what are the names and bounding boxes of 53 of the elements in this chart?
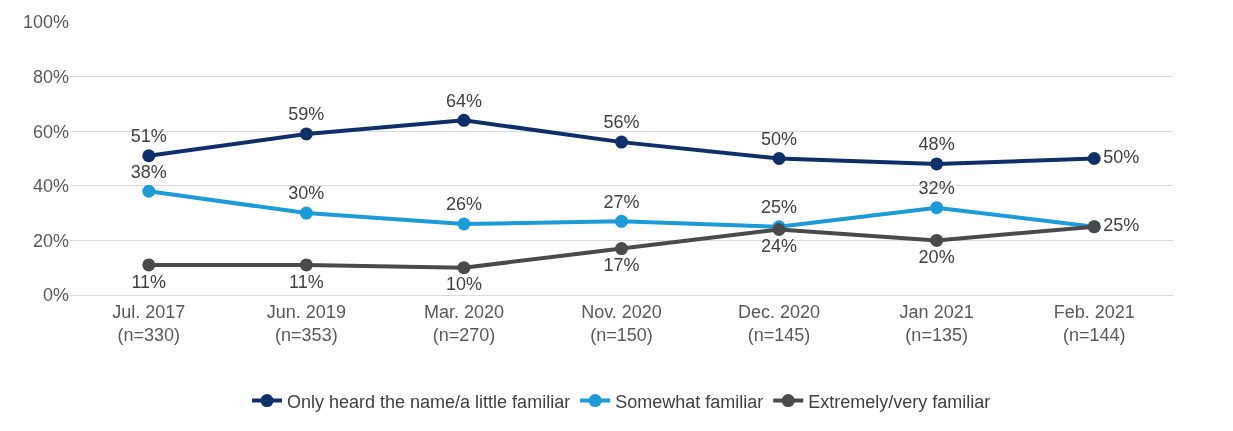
point	[930, 233, 944, 247]
y-tick-label: 40%	[32, 176, 69, 197]
y-tick-label: 100%	[22, 12, 69, 33]
y-tick-label: 0%	[42, 285, 69, 306]
data-label: 32%	[918, 178, 955, 199]
data-label: 25%	[761, 197, 798, 218]
x-tick-label: Jun. 2019 (n=353)	[266, 301, 346, 345]
point	[142, 184, 156, 198]
point	[299, 258, 313, 272]
data-label: 20%	[918, 247, 955, 268]
data-label: 38%	[130, 161, 167, 182]
point	[615, 242, 628, 256]
data-label: 59%	[288, 104, 325, 125]
data-label: 27%	[603, 191, 640, 212]
data-label: 25%	[1103, 215, 1140, 236]
legend-label: Extremely/very familiar	[808, 391, 991, 412]
point	[615, 135, 628, 149]
x-tick-label: Jan 2021 (n=135)	[899, 301, 974, 345]
x-tick-label: Nov. 2020 (n=150)	[581, 301, 662, 345]
point	[772, 152, 786, 165]
point	[299, 206, 313, 220]
data-label: 50%	[761, 128, 798, 149]
data-label: 10%	[445, 274, 482, 295]
data-label: 56%	[603, 112, 640, 133]
data-label: 26%	[445, 194, 482, 215]
data-label: 30%	[288, 183, 325, 204]
x-tick-label: Dec. 2020 (n=145)	[738, 301, 821, 345]
data-label: 64%	[445, 90, 482, 111]
point	[457, 261, 471, 275]
y-tick-label: 20%	[32, 230, 69, 251]
x-tick-label: Feb. 2021 (n=144)	[1053, 301, 1135, 345]
data-label: 11%	[131, 271, 167, 292]
point	[1087, 152, 1101, 165]
y-tick-label: 80%	[32, 66, 69, 87]
data-label: 11%	[289, 271, 324, 292]
data-label: 17%	[603, 255, 640, 276]
data-label: 50%	[1103, 147, 1140, 167]
data-label: 51%	[130, 126, 167, 147]
x-tick-label: Jul. 2017 (n=330)	[112, 301, 186, 345]
point	[457, 217, 471, 231]
point	[615, 214, 628, 228]
point	[299, 127, 313, 141]
legend-label: Only heard the name/a little familiar	[287, 391, 571, 412]
point	[142, 258, 156, 272]
y-tick-label: 60%	[32, 121, 69, 142]
x-tick-label: Mar. 2020 (n=270)	[423, 301, 504, 345]
data-label: 48%	[918, 134, 955, 155]
point	[142, 149, 156, 163]
point	[930, 157, 944, 171]
data-label: 24%	[761, 236, 798, 257]
point	[930, 201, 944, 215]
legend-label: Somewhat familiar	[615, 391, 764, 412]
point	[457, 113, 471, 127]
